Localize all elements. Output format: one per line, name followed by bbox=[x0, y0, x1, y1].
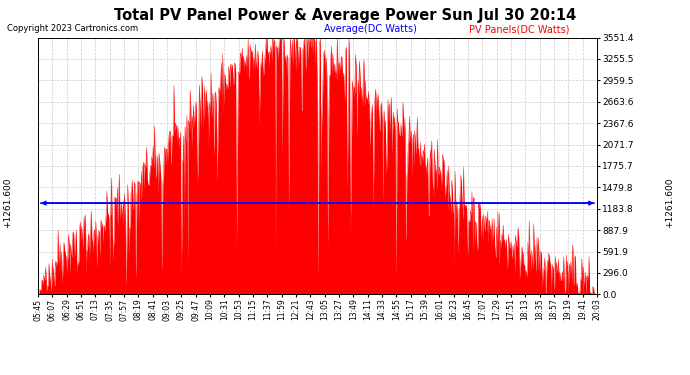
Text: +1261.600: +1261.600 bbox=[665, 178, 674, 228]
Text: +1261.600: +1261.600 bbox=[3, 178, 12, 228]
Text: Copyright 2023 Cartronics.com: Copyright 2023 Cartronics.com bbox=[7, 24, 138, 33]
Text: Average(DC Watts): Average(DC Watts) bbox=[324, 24, 417, 34]
Text: Total PV Panel Power & Average Power Sun Jul 30 20:14: Total PV Panel Power & Average Power Sun… bbox=[114, 8, 576, 23]
Text: PV Panels(DC Watts): PV Panels(DC Watts) bbox=[469, 24, 570, 34]
